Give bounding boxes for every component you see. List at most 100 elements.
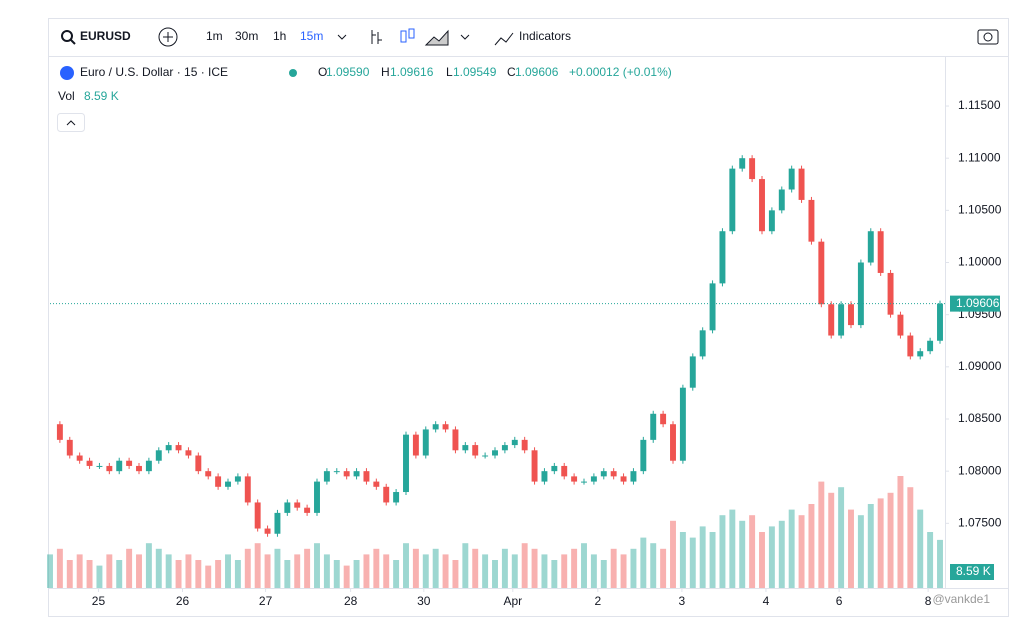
candle	[571, 476, 578, 482]
volume-bar	[620, 554, 627, 588]
volume-bar	[343, 565, 350, 588]
candle	[86, 460, 93, 466]
y-tick-label: 1.11000	[958, 150, 1001, 164]
candle	[857, 262, 864, 326]
interval-button[interactable]: 1h	[273, 29, 286, 43]
bar-style[interactable]	[371, 30, 382, 44]
candle	[620, 476, 627, 482]
volume-bar	[719, 515, 726, 588]
ohlc-low: 1.09549	[453, 65, 497, 79]
candle	[482, 455, 489, 457]
candle	[630, 471, 637, 482]
volume-bar	[145, 543, 152, 588]
style-menu[interactable]	[460, 34, 470, 40]
candle	[274, 512, 281, 534]
volume-bar	[897, 476, 904, 588]
volume-bar	[56, 548, 63, 588]
volume-bar	[412, 548, 419, 588]
y-tick-label: 1.07500	[958, 515, 1002, 529]
candle	[887, 272, 894, 315]
candle	[640, 439, 647, 472]
volume-bar	[333, 560, 340, 588]
candle	[798, 168, 805, 200]
add-symbol[interactable]	[158, 27, 178, 47]
volume-bar	[917, 509, 924, 588]
volume-bar	[165, 554, 172, 588]
candle	[838, 304, 845, 336]
candle	[897, 314, 904, 336]
ohlc-o-label: O	[318, 65, 327, 79]
ohlc-l-label: L	[446, 65, 453, 79]
volume-bar	[244, 548, 251, 588]
ohlc-c-label: C	[507, 65, 516, 79]
candle	[403, 434, 409, 493]
ohlc-high: 1.09616	[390, 65, 434, 79]
volume-bar	[86, 560, 93, 588]
volume-bar	[76, 554, 83, 588]
candle	[373, 481, 380, 487]
y-tick-label: 1.10500	[958, 203, 1002, 217]
candle	[670, 424, 676, 461]
x-tick-label: 26	[176, 594, 190, 608]
volume-bar	[551, 560, 558, 588]
volume-bar	[808, 504, 815, 588]
snapshot-button[interactable]	[977, 29, 999, 45]
candle	[521, 439, 528, 451]
volume-bar	[294, 554, 301, 588]
volume-bar	[492, 560, 498, 588]
candle-style[interactable]	[400, 30, 407, 43]
volume-bar	[314, 543, 320, 588]
volume-bar	[907, 487, 914, 588]
indicators-button[interactable]: Indicators	[519, 29, 571, 43]
search[interactable]: EURUSD	[61, 29, 131, 45]
candle	[828, 304, 835, 336]
candle	[452, 429, 459, 451]
candle	[808, 199, 815, 242]
y-tick-label: 1.10000	[958, 255, 1002, 269]
volume-bar	[284, 560, 291, 588]
candle	[442, 424, 449, 430]
interval-button[interactable]: 30m	[235, 29, 258, 43]
volume-bar	[857, 515, 864, 588]
symbol-flag	[60, 66, 74, 80]
volume-bar	[96, 565, 103, 588]
symbol[interactable]: EURUSD	[80, 29, 131, 43]
collapse-icon	[66, 120, 76, 126]
last-volume-label: 8.59 K	[956, 564, 991, 578]
volume-bar	[679, 532, 686, 588]
add-icon	[163, 32, 173, 42]
last-price-label: 1.09606	[956, 296, 1000, 310]
candle	[679, 387, 686, 461]
volume-bar	[709, 532, 716, 588]
volume-bar	[274, 548, 281, 588]
collapse-button[interactable]	[57, 113, 85, 132]
volume-bar	[521, 543, 528, 588]
interval-menu[interactable]	[337, 34, 347, 40]
candle	[432, 424, 439, 430]
interval-button[interactable]: 1m	[206, 29, 223, 43]
candle	[660, 413, 667, 425]
volume-bar	[155, 548, 162, 588]
candle	[501, 445, 508, 451]
candle	[927, 340, 934, 352]
volume-bar	[482, 554, 489, 588]
x-tick-label: 30	[417, 594, 431, 608]
volume-bar	[116, 560, 123, 588]
volume-bar	[264, 554, 271, 588]
volume-bar	[689, 537, 696, 588]
interval-button[interactable]: 15m	[300, 29, 323, 43]
x-tick-label: 27	[259, 594, 273, 608]
candle	[699, 330, 706, 357]
candle	[185, 450, 192, 456]
volume-bar	[442, 554, 449, 588]
volume-bar	[768, 526, 775, 588]
area-style[interactable]	[424, 29, 449, 46]
x-tick-label: 4	[763, 594, 770, 608]
candle	[917, 351, 924, 357]
volume-bar	[571, 548, 578, 588]
volume-bar	[353, 560, 360, 588]
volume-bar	[225, 554, 231, 588]
candle	[778, 189, 785, 211]
volume-bar	[501, 548, 508, 588]
